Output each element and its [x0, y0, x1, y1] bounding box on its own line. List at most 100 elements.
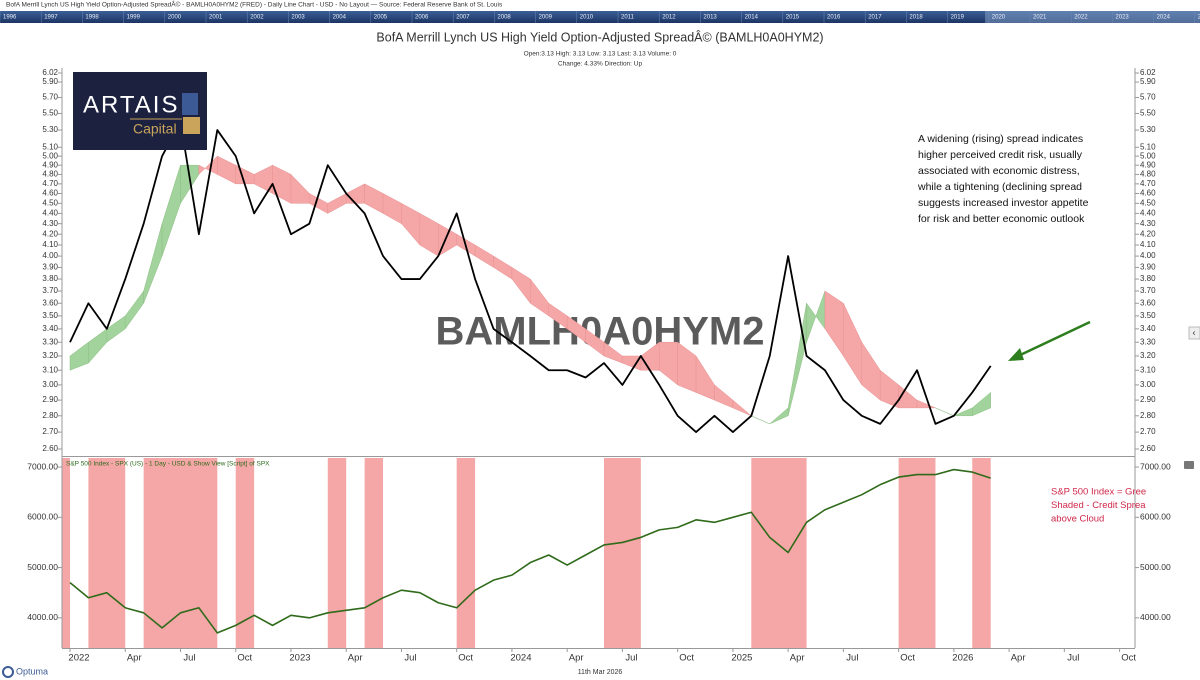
y-tick-label: 4.60 — [42, 189, 58, 198]
navigator-year: 2016 — [827, 15, 841, 21]
side-tab-icon[interactable]: ‹ — [1193, 327, 1196, 337]
x-tick-label: Jul — [183, 653, 195, 664]
shaded-band — [898, 458, 936, 648]
x-tick-label: Oct — [237, 653, 252, 664]
y-tick-label: 5.30 — [42, 125, 58, 134]
navigator-year: 2023 — [1115, 15, 1129, 21]
y-tick-label: 4.40 — [42, 209, 58, 218]
x-tick-label: Oct — [458, 653, 473, 664]
y-tick-label: 5000.00 — [1140, 562, 1171, 572]
y-tick-label: 3.30 — [42, 337, 58, 346]
x-tick-label: 2026 — [952, 653, 973, 664]
y-tick-label: 3.70 — [42, 286, 58, 295]
y-tick-label: 2.80 — [1140, 411, 1156, 420]
brand-icon — [2, 666, 14, 678]
y-tick-label: 4.90 — [42, 160, 58, 169]
y-tick-label: 2.80 — [42, 411, 58, 420]
logo-block — [183, 117, 200, 134]
y-tick-label: 3.50 — [1140, 311, 1156, 320]
navigator-year: 2015 — [786, 15, 800, 21]
y-tick-label: 4.30 — [42, 219, 58, 228]
shaded-band — [972, 458, 991, 648]
annotation: S&P 500 Index = Gree — [1051, 487, 1146, 498]
y-tick-label: 4.10 — [1140, 240, 1156, 249]
navigator-year: 2009 — [539, 15, 553, 21]
y-tick-label: 3.10 — [42, 365, 58, 374]
y-tick-label: 5.00 — [42, 151, 58, 160]
lock-icon[interactable] — [1184, 461, 1194, 469]
y-tick-label: 4.60 — [1140, 189, 1156, 198]
navigator-year: 1999 — [127, 15, 141, 21]
x-tick-label: 2022 — [68, 653, 89, 664]
y-tick-label: 4.70 — [1140, 179, 1156, 188]
navigator[interactable] — [0, 11, 1200, 23]
y-tick-label: 5.10 — [1140, 142, 1156, 151]
navigator-year: 2006 — [415, 15, 429, 21]
x-tick-label: 2023 — [289, 653, 310, 664]
navigator-year: 1996 — [3, 15, 17, 21]
annotation: associated with economic distress, — [918, 165, 1080, 177]
cloud-segment — [916, 399, 936, 409]
cloud-segment — [972, 391, 991, 417]
y-tick-label: 4000.00 — [1140, 612, 1171, 622]
navigator-year: 2020 — [992, 15, 1006, 21]
y-tick-label: 3.90 — [42, 263, 58, 272]
navigator-year: 2005 — [374, 15, 388, 21]
x-tick-label: Apr — [790, 653, 805, 664]
info-line: Open:3.13 High: 3.13 Low: 3.13 Last: 3.1… — [524, 51, 677, 58]
navigator-year: 2004 — [333, 15, 347, 21]
navigator-year: 2008 — [497, 15, 511, 21]
y-tick-label: 2.70 — [42, 427, 58, 436]
y-tick-label: 3.60 — [42, 298, 58, 307]
legend-label: S&P 500 Index - SPX (US) - 1 Day - USD &… — [66, 461, 270, 468]
y-tick-label: 5000.00 — [27, 562, 58, 572]
navigator-window[interactable] — [985, 11, 1200, 23]
y-tick-label: 6.02 — [1140, 68, 1156, 77]
y-tick-label: 5.50 — [42, 109, 58, 118]
navigator-year: 2000 — [168, 15, 182, 21]
navigator-year: 1998 — [85, 15, 99, 21]
y-tick-label: 5.30 — [1140, 125, 1156, 134]
navigator-year: 2007 — [456, 15, 470, 21]
series-line — [69, 120, 992, 433]
y-tick-label: 6.02 — [42, 68, 58, 77]
x-tick-label: 2024 — [510, 653, 531, 664]
navigator-year: 2011 — [621, 15, 635, 21]
navigator-year: 2017 — [868, 15, 882, 21]
navigator-year: 2003 — [291, 15, 305, 21]
annotation: while a tightening (declining spread — [917, 181, 1082, 193]
navigator-year: 2022 — [1074, 15, 1088, 21]
navigator-year: 2002 — [250, 15, 264, 21]
annotation: above Cloud — [1051, 514, 1104, 525]
y-tick-label: 5.50 — [1140, 109, 1156, 118]
y-tick-label: 3.90 — [1140, 263, 1156, 272]
y-tick-label: 4.80 — [1140, 170, 1156, 179]
navigator-year: 2012 — [662, 15, 676, 21]
toolbar-title: BofA Merrill Lynch US High Yield Option-… — [6, 0, 503, 9]
shaded-band — [62, 458, 70, 648]
navigator-year: 2025 — [1198, 15, 1200, 21]
y-tick-label: 3.40 — [42, 324, 58, 333]
series-line — [69, 468, 991, 634]
y-tick-label: 5.70 — [42, 93, 58, 102]
arrow — [1008, 320, 1091, 361]
navigator-year: 2010 — [580, 15, 594, 21]
y-tick-label: 5.10 — [42, 142, 58, 151]
y-tick-label: 4.50 — [42, 198, 58, 207]
y-tick-label: 3.10 — [1140, 365, 1156, 374]
shaded-band — [751, 458, 807, 648]
navigator-year: 2024 — [1157, 15, 1171, 21]
x-tick-label: Apr — [348, 653, 363, 664]
x-tick-label: 2025 — [731, 653, 752, 664]
y-tick-label: 4.00 — [42, 251, 58, 260]
annotation: Shaded - Credit Sprea — [1051, 500, 1146, 511]
y-tick-label: 4.90 — [1140, 160, 1156, 169]
side-tab[interactable] — [1188, 326, 1200, 340]
logo-block — [182, 93, 198, 115]
x-tick-label: Jul — [846, 653, 858, 664]
y-tick-label: 3.00 — [42, 380, 58, 389]
y-tick-label: 4.00 — [1140, 251, 1156, 260]
cloud-segment — [732, 399, 752, 417]
y-tick-label: 3.20 — [1140, 351, 1156, 360]
y-tick-label: 3.60 — [1140, 298, 1156, 307]
